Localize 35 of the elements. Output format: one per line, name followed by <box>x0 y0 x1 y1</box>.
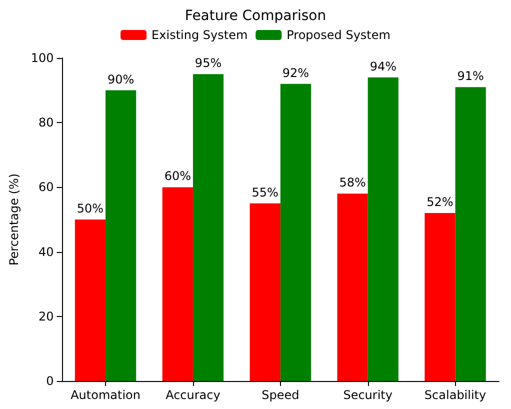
x-tick-label: Scalability <box>424 388 486 402</box>
bar <box>455 87 486 381</box>
bar <box>250 203 280 381</box>
chart-title: Feature Comparison <box>184 8 326 24</box>
data-label: 92% <box>282 66 310 80</box>
bar <box>424 213 456 381</box>
y-axis-title: Percentage (%) <box>7 173 21 266</box>
y-tick-label: 40 <box>38 244 54 259</box>
data-label: 91% <box>457 69 484 84</box>
data-label: 58% <box>339 176 366 190</box>
x-tick-label: Accuracy <box>166 388 220 402</box>
bar <box>280 84 312 381</box>
legend-label: Proposed System <box>286 28 390 42</box>
x-tick-label: Automation <box>70 388 140 402</box>
data-label: 52% <box>426 195 454 210</box>
y-tick-label: 0 <box>46 374 54 388</box>
x-tick-label: Security <box>343 388 392 402</box>
y-tick-label: 20 <box>38 309 54 324</box>
bar <box>162 187 193 381</box>
y-tick-label: 80 <box>38 116 54 130</box>
legend-label: Existing System <box>152 28 248 42</box>
data-label: 50% <box>76 202 104 216</box>
bar <box>368 77 398 381</box>
bar <box>74 220 106 381</box>
y-tick-label: 100 <box>30 51 54 65</box>
data-label: 94% <box>370 59 396 74</box>
data-label: 55% <box>252 185 278 200</box>
data-label: 60% <box>164 169 191 184</box>
data-label: 95% <box>194 56 222 70</box>
data-label: 90% <box>107 72 134 86</box>
bar <box>106 90 136 381</box>
y-tick-label: 60 <box>38 180 54 194</box>
x-tick-label: Speed <box>262 388 300 402</box>
bar <box>337 194 368 381</box>
bar <box>192 74 224 381</box>
